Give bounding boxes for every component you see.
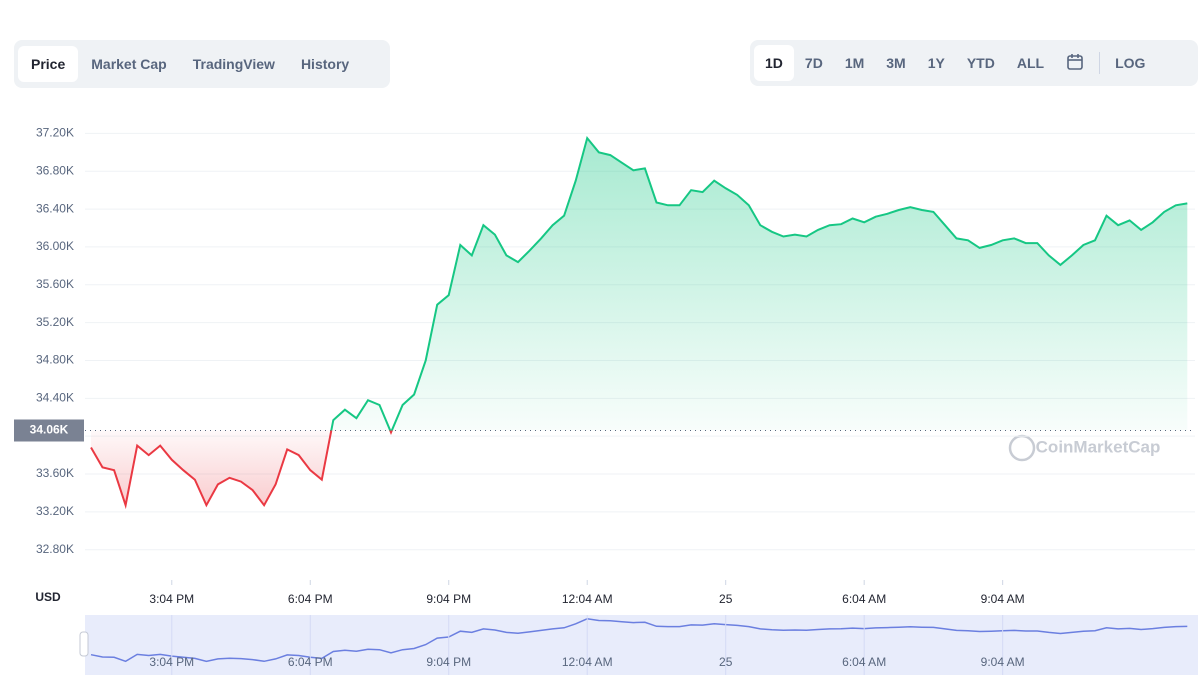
range-button[interactable]: ALL [1006,45,1055,81]
reference-label: 34.06K [30,423,69,437]
navigator-line [90,618,1188,663]
reference-label-bg [14,419,84,442]
tab[interactable]: Market Cap [78,46,179,82]
chart-tabs: Price Market Cap TradingView History [14,40,390,88]
range-buttons: 1D 7D 1M 3M 1Y YTD ALL LOG [750,40,1198,86]
x-tick-label: 12:04 AM [562,592,613,606]
navigator-tick-label: 6:04 AM [842,655,886,669]
y-tick-label: 36.00K [36,239,74,253]
navigator-tick-label: 12:04 AM [562,655,613,669]
range-button[interactable]: 7D [794,45,834,81]
y-tick-label: 35.60K [36,277,74,291]
y-tick-label: 34.80K [36,353,74,367]
range-button[interactable]: 1M [834,45,875,81]
navigator-tick-label: 6:04 PM [288,655,333,669]
log-button[interactable]: LOG [1104,45,1156,81]
y-tick-label: 32.80K [36,542,74,556]
y-tick-label: 35.20K [36,315,74,329]
y-axis-label: USD [35,590,61,604]
watermark: CoinMarketCap [1036,437,1161,456]
navigator-bg [85,615,1198,675]
navigator-handle[interactable] [79,631,89,657]
navigator-tick-label: 3:04 PM [149,655,194,669]
y-tick-label: 33.60K [36,466,74,480]
y-tick-label: 36.80K [36,163,74,177]
navigator-tick-label: 9:04 PM [426,655,471,669]
x-tick-label: 6:04 PM [288,592,333,606]
x-tick-label: 3:04 PM [149,592,194,606]
range-button[interactable]: 1Y [917,45,956,81]
tab[interactable]: History [288,46,362,82]
calendar-button[interactable] [1055,45,1095,81]
watermark-logo [1008,434,1036,462]
x-tick-label: 9:04 AM [981,592,1025,606]
price-area [91,138,1188,506]
x-tick-label: 9:04 PM [426,592,471,606]
y-tick-label: 36.40K [36,201,74,215]
x-tick-label: 25 [719,592,733,606]
y-tick-label: 37.20K [36,126,74,140]
range-button[interactable]: 3M [875,45,916,81]
navigator-tick-label: 25 [719,655,733,669]
x-tick-label: 6:04 AM [842,592,886,606]
y-tick-label: 33.20K [36,504,74,518]
navigator-tick-label: 9:04 AM [981,655,1025,669]
y-tick-label: 34.40K [36,390,74,404]
calendar-icon [1067,53,1083,70]
range-button[interactable]: 1D [754,45,794,81]
range-button[interactable]: YTD [956,45,1006,81]
tab[interactable]: TradingView [180,46,288,82]
tab[interactable]: Price [18,46,79,82]
separator [1099,52,1101,74]
price-line [90,135,1188,510]
